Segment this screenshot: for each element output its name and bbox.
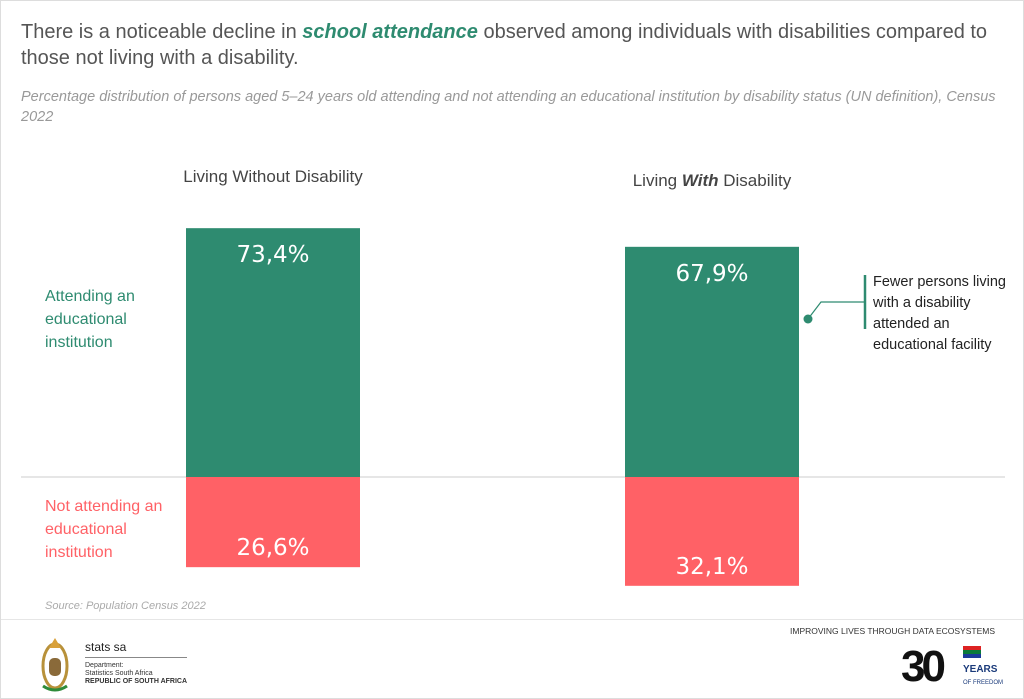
annotation: Fewer persons living with a disability a…: [873, 274, 1006, 353]
bar-attending-1: [625, 246, 799, 477]
tagline: IMPROVING LIVES THROUGH DATA ECOSYSTEMS: [790, 626, 995, 636]
data-label: 26,6%: [236, 535, 309, 561]
annotation-leader: [807, 301, 866, 320]
category-label-with: Living With Disability: [632, 171, 792, 190]
30-years-badge: 30 YEARS OF FREEDOM: [901, 642, 1003, 691]
bar-not-attending-0: [186, 477, 360, 568]
data-label: 32,1%: [675, 554, 748, 580]
legend-attending: Attending an educational institution: [45, 288, 135, 351]
logo-name: stats sa: [85, 640, 127, 654]
annotation-dot: [803, 314, 813, 324]
coat-of-arms-logo: [41, 638, 69, 692]
source: Source: Population Census 2022: [45, 600, 206, 612]
legend-not-attending: Not attending an educational institution: [45, 498, 163, 561]
page-title: There is a noticeable decline in school …: [21, 21, 988, 69]
bar-not-attending-1: [625, 477, 799, 586]
subtitle: Percentage distribution of persons aged …: [21, 89, 996, 125]
footer: stats sa Department: Statistics South Afr…: [1, 619, 1023, 698]
category-label-without: Living Without Disability: [183, 167, 363, 186]
department: Department: Statistics South Africa REPUBL…: [85, 662, 188, 685]
data-label: 73,4%: [236, 242, 309, 268]
bar-attending-0: [186, 228, 360, 477]
data-label: 67,9%: [675, 261, 748, 287]
